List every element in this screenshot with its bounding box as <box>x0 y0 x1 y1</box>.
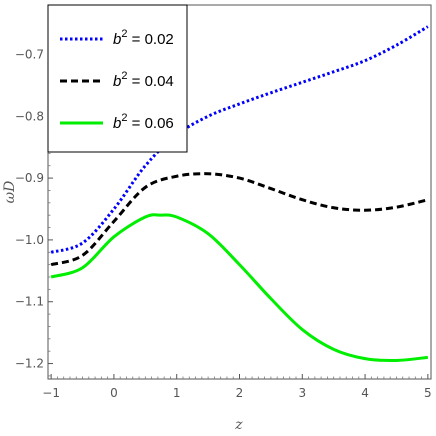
x-tick-label: −1 <box>42 386 60 400</box>
legend-label-1: b2 = 0.02 <box>113 28 174 48</box>
y-ticks: −0.7 −0.8 −0.9 −1.0 −1.1 −1.2 <box>15 4 53 377</box>
series-line-2 <box>50 172 429 267</box>
x-tick-label: 3 <box>298 386 306 400</box>
x-axis-label: z <box>234 417 243 433</box>
legend-label-2: b2 = 0.04 <box>113 70 174 90</box>
y-tick-label: −1.1 <box>15 295 44 309</box>
x-tick-label: 5 <box>424 386 432 400</box>
y-tick-label: −1.2 <box>15 357 44 371</box>
x-tick-label: 0 <box>110 386 118 400</box>
legend-box <box>47 4 188 153</box>
y-tick-label: −0.8 <box>15 109 44 123</box>
y-tick-label: −0.7 <box>15 47 44 61</box>
y-tick-label: −1.0 <box>15 233 44 247</box>
x-tick-label: 1 <box>173 386 181 400</box>
y-tick-label: −0.9 <box>15 171 44 185</box>
legend: b2 = 0.02 b2 = 0.04 b2 = 0.06 <box>47 4 188 153</box>
y-axis-label: ωD <box>2 181 18 204</box>
series-layer <box>50 25 429 363</box>
series-line-1 <box>50 25 429 254</box>
x-tick-label: 4 <box>361 386 369 400</box>
legend-label-3: b2 = 0.06 <box>113 112 174 132</box>
x-tick-label: 2 <box>236 386 244 400</box>
series-line-3 <box>50 213 429 363</box>
x-ticks: −1 0 1 2 3 4 5 <box>42 374 432 400</box>
